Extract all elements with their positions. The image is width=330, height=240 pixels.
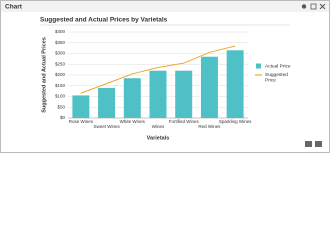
legend-label: Suggested Price <box>265 72 289 84</box>
back-icon[interactable] <box>315 141 322 147</box>
bar <box>200 56 218 118</box>
y-tick-label: $0 <box>60 115 66 120</box>
expand-icon[interactable] <box>310 3 317 10</box>
legend-label: Actual Price <box>265 63 291 69</box>
chart-title: Suggested and Actual Prices by Varietals <box>40 17 168 24</box>
x-tick-label: Red Wines <box>198 124 221 129</box>
print-icon[interactable] <box>305 141 312 147</box>
bar <box>123 78 141 118</box>
y-tick-label: $350 <box>55 40 66 45</box>
y-tick-label: $100 <box>55 94 66 99</box>
x-tick-label: Fortified Wines <box>169 119 200 124</box>
bar <box>98 87 116 118</box>
y-tick-label: $50 <box>57 104 65 109</box>
x-tick-label: Sweet Wines <box>93 124 120 129</box>
window-header <box>1 1 329 12</box>
x-tick-label: White Wines <box>120 119 146 124</box>
bar <box>175 70 193 118</box>
x-tick-label: Sparkling Wines <box>219 119 252 124</box>
settings-icon[interactable] <box>301 4 307 9</box>
y-tick-label: $200 <box>55 72 66 77</box>
close-icon[interactable] <box>319 3 326 10</box>
y-tick-label: $300 <box>55 51 66 56</box>
y-tick-label: $250 <box>55 61 66 66</box>
x-axis-title: Varietals <box>147 135 170 141</box>
bar <box>72 95 90 118</box>
y-tick-label: $150 <box>55 83 66 88</box>
bar <box>149 70 167 118</box>
y-tick-label: $400 <box>55 29 66 34</box>
window-title: Chart <box>5 4 23 11</box>
bar <box>226 50 244 118</box>
legend-swatch <box>256 63 261 69</box>
chart-window: Chart Suggested and Actual Prices by Var… <box>0 0 330 153</box>
line <box>80 45 236 94</box>
header-icons[interactable] <box>301 3 326 10</box>
x-tick-label: Wines <box>152 124 165 129</box>
x-tick-label: Rose Wines <box>69 119 94 124</box>
y-axis-title: Suggested and Actual Prices <box>41 37 47 113</box>
